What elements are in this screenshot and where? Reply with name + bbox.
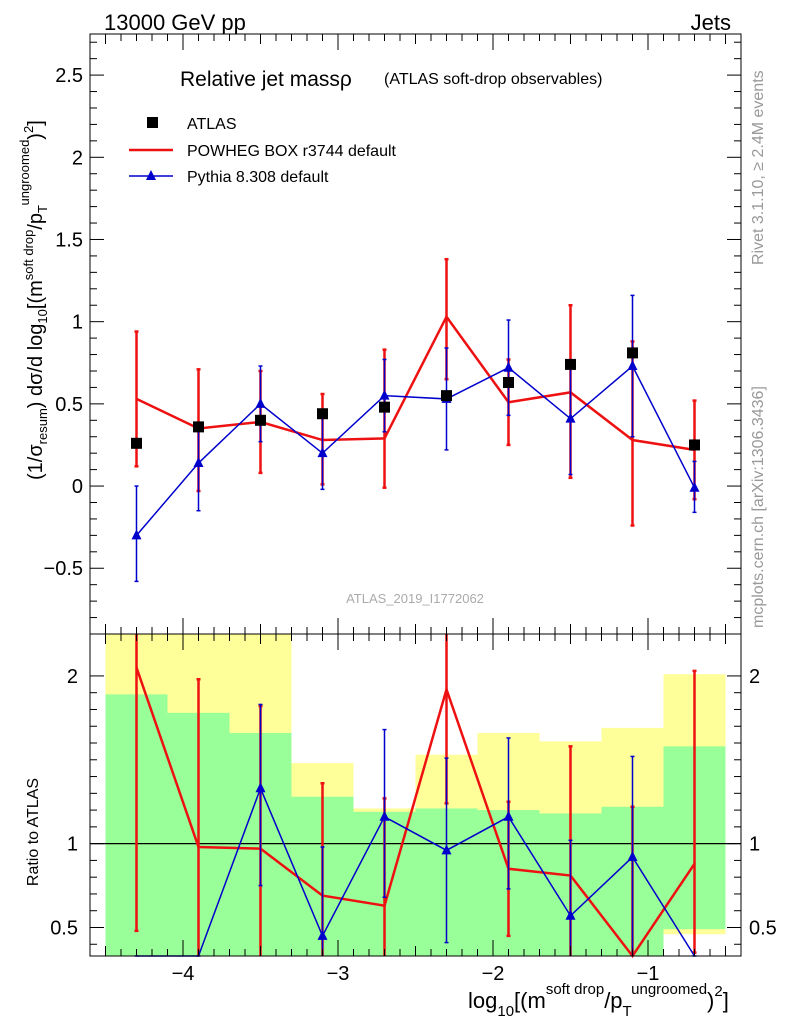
rivet-label: Rivet 3.1.10, ≥ 2.4M events	[750, 70, 767, 265]
chart-subtitle: (ATLAS soft-drop observables)	[384, 71, 602, 88]
y-tick-label: 0	[72, 476, 83, 498]
data-point	[627, 851, 638, 862]
mcplots-label: mcplots.cern.ch [arXiv:1306.3436]	[750, 386, 767, 628]
series-line	[135, 364, 696, 536]
x-tick-label: −2	[482, 963, 505, 985]
legend-pythia: Pythia 8.308 default	[187, 169, 329, 186]
atlas-data-point	[689, 439, 700, 451]
atlas-data-point	[131, 437, 142, 449]
data-point	[565, 909, 576, 920]
data-point	[565, 412, 576, 423]
x-tick-label: −1	[637, 963, 660, 985]
data-point	[379, 810, 390, 821]
ratio-y-tick-label: 2	[67, 666, 78, 688]
analysis-tag: ATLAS_2019_I1772062	[346, 591, 484, 606]
data-point	[193, 457, 204, 468]
legend-pythia-marker	[146, 170, 156, 180]
data-point	[317, 447, 328, 458]
data-point	[689, 481, 700, 492]
atlas-data-point	[627, 347, 638, 359]
series-line	[135, 667, 696, 959]
ratio-y-axis-label: Ratio to ATLAS	[25, 778, 42, 886]
atlas-data-point	[441, 390, 452, 402]
header-right: Jets	[691, 10, 731, 35]
data-point	[441, 844, 452, 855]
legend: ATLAS POWHEG BOX r3744 default Pythia 8.…	[129, 116, 397, 186]
ratio-y-tick-label-right: 0.5	[749, 917, 777, 939]
y-tick-label: 2	[72, 147, 83, 169]
top-y-axis-label: (1/σresum) dσ/d log10[(msoft drop/pTungr…	[17, 120, 50, 480]
data-point	[131, 529, 142, 540]
ratio-y-tick-label-right: 1	[749, 834, 760, 856]
y-tick-label: 1.5	[55, 229, 83, 251]
ratio-y-tick-label-right: 2	[749, 666, 760, 688]
data-point	[503, 361, 514, 372]
legend-powheg: POWHEG BOX r3744 default	[187, 143, 397, 160]
atlas-data-point	[317, 408, 328, 420]
legend-atlas: ATLAS	[187, 116, 237, 133]
ratio-y-tick-label: 0.5	[50, 917, 78, 939]
atlas-data-point	[255, 414, 266, 426]
atlas-data-point	[503, 376, 514, 388]
data-point	[627, 360, 638, 371]
data-point	[255, 397, 266, 408]
ratio-y-tick-label: 1	[67, 834, 78, 856]
x-axis-label: log10[(msoft drop/pTungroomed)2]	[468, 981, 729, 1020]
data-point	[503, 810, 514, 821]
atlas-data-point	[565, 358, 576, 370]
y-tick-label: 0.5	[55, 394, 83, 416]
legend-atlas-marker	[147, 117, 158, 128]
top-panel: −0.5 0 0.5 1 1.5 2 2.5	[44, 33, 742, 635]
y-tick-label: 1	[72, 312, 83, 334]
y-tick-label: −0.5	[44, 558, 83, 580]
series-line	[136, 786, 696, 957]
data-point	[317, 929, 328, 940]
atlas-data-point	[193, 421, 204, 433]
chart-title: Relative jet massρ	[180, 68, 352, 91]
data-point	[379, 389, 390, 400]
series-line	[135, 314, 695, 452]
header-left: 13000 GeV pp	[104, 10, 246, 35]
ratio-panel: −4 −3 −2 −1 0.5 0.5 1 1 2 2	[50, 633, 777, 985]
y-tick-label: 2.5	[55, 65, 83, 87]
x-tick-label: −3	[327, 963, 350, 985]
data-point	[255, 782, 266, 793]
atlas-data-point	[379, 401, 390, 413]
x-tick-label: −4	[172, 963, 195, 985]
